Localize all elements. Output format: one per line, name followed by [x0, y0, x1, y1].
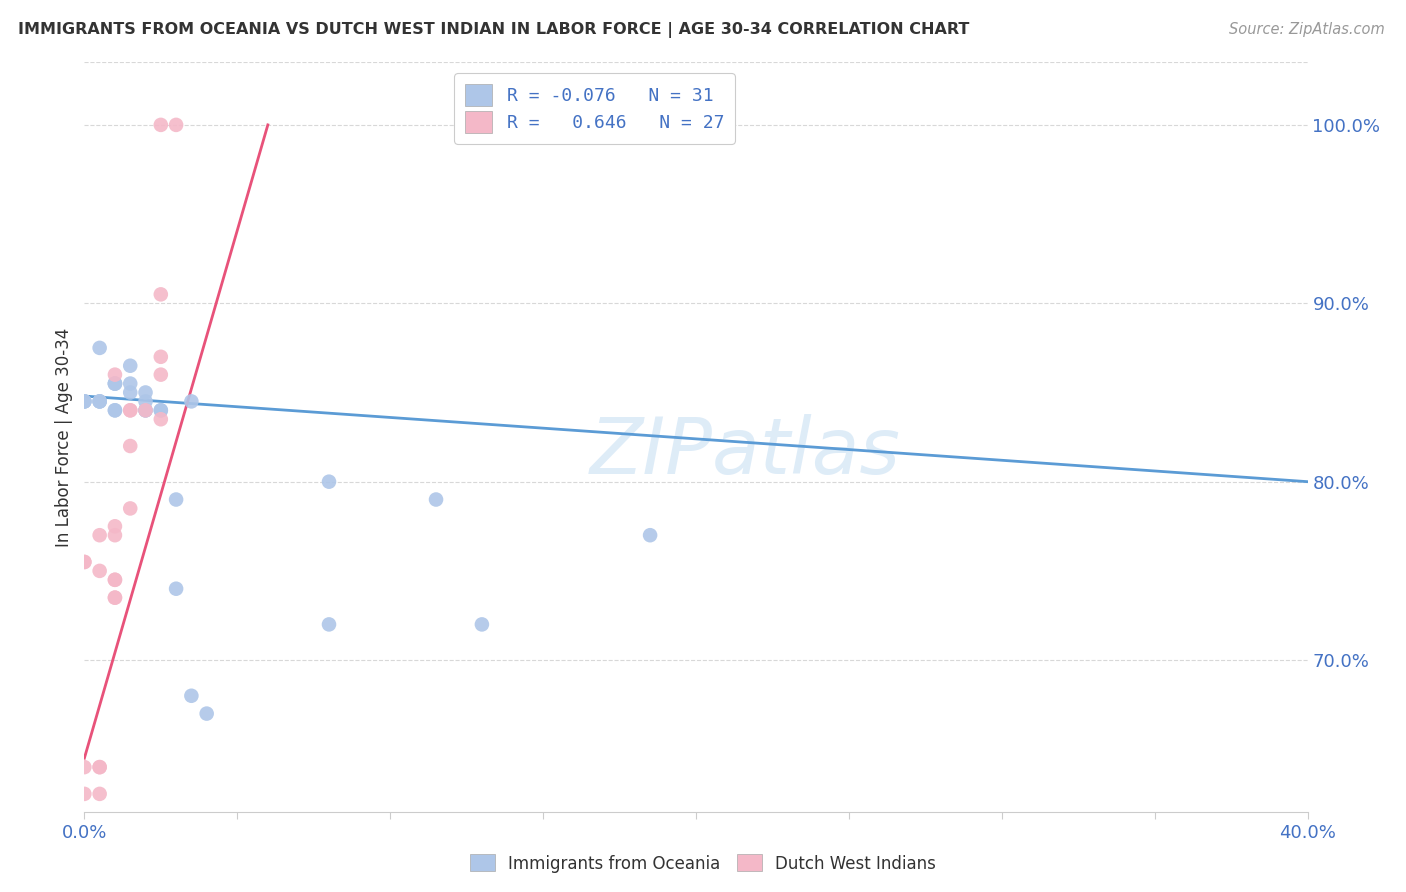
- Point: [165, 118, 187, 132]
- Point: [120, 376, 142, 391]
- Point: [149, 350, 172, 364]
- Point: [89, 394, 111, 409]
- Point: [89, 564, 111, 578]
- Point: [73, 394, 96, 409]
- Point: [89, 394, 111, 409]
- Point: [104, 376, 127, 391]
- Point: [195, 706, 218, 721]
- Point: [135, 403, 157, 417]
- Point: [104, 591, 127, 605]
- Point: [73, 555, 96, 569]
- Point: [104, 528, 127, 542]
- Point: [89, 760, 111, 774]
- Point: [120, 403, 142, 417]
- Point: [135, 394, 157, 409]
- Point: [89, 394, 111, 409]
- Text: ZIPatlas: ZIPatlas: [589, 414, 900, 490]
- Point: [149, 368, 172, 382]
- Point: [165, 492, 187, 507]
- Point: [120, 439, 142, 453]
- Point: [180, 689, 202, 703]
- Point: [73, 760, 96, 774]
- Point: [73, 394, 96, 409]
- Point: [104, 403, 127, 417]
- Point: [73, 555, 96, 569]
- Point: [149, 403, 172, 417]
- Point: [89, 341, 111, 355]
- Point: [89, 528, 111, 542]
- Point: [149, 403, 172, 417]
- Text: Source: ZipAtlas.com: Source: ZipAtlas.com: [1229, 22, 1385, 37]
- Point: [135, 403, 157, 417]
- Point: [89, 787, 111, 801]
- Legend: R = -0.076   N = 31, R =   0.646   N = 27: R = -0.076 N = 31, R = 0.646 N = 27: [454, 73, 735, 145]
- Point: [180, 394, 202, 409]
- Point: [425, 492, 447, 507]
- Point: [104, 591, 127, 605]
- Point: [120, 359, 142, 373]
- Point: [73, 394, 96, 409]
- Point: [104, 376, 127, 391]
- Point: [471, 617, 494, 632]
- Text: IMMIGRANTS FROM OCEANIA VS DUTCH WEST INDIAN IN LABOR FORCE | AGE 30-34 CORRELAT: IMMIGRANTS FROM OCEANIA VS DUTCH WEST IN…: [18, 22, 970, 38]
- Point: [104, 403, 127, 417]
- Point: [120, 385, 142, 400]
- Legend: Immigrants from Oceania, Dutch West Indians: Immigrants from Oceania, Dutch West Indi…: [463, 847, 943, 880]
- Point: [149, 287, 172, 301]
- Point: [73, 787, 96, 801]
- Point: [120, 501, 142, 516]
- Point: [135, 403, 157, 417]
- Point: [104, 376, 127, 391]
- Point: [149, 118, 172, 132]
- Point: [318, 475, 340, 489]
- Point: [149, 412, 172, 426]
- Point: [318, 617, 340, 632]
- Point: [165, 582, 187, 596]
- Point: [638, 528, 661, 542]
- Y-axis label: In Labor Force | Age 30-34: In Labor Force | Age 30-34: [55, 327, 73, 547]
- Point: [120, 403, 142, 417]
- Point: [135, 385, 157, 400]
- Point: [104, 519, 127, 533]
- Point: [104, 368, 127, 382]
- Point: [104, 573, 127, 587]
- Point: [104, 573, 127, 587]
- Point: [89, 760, 111, 774]
